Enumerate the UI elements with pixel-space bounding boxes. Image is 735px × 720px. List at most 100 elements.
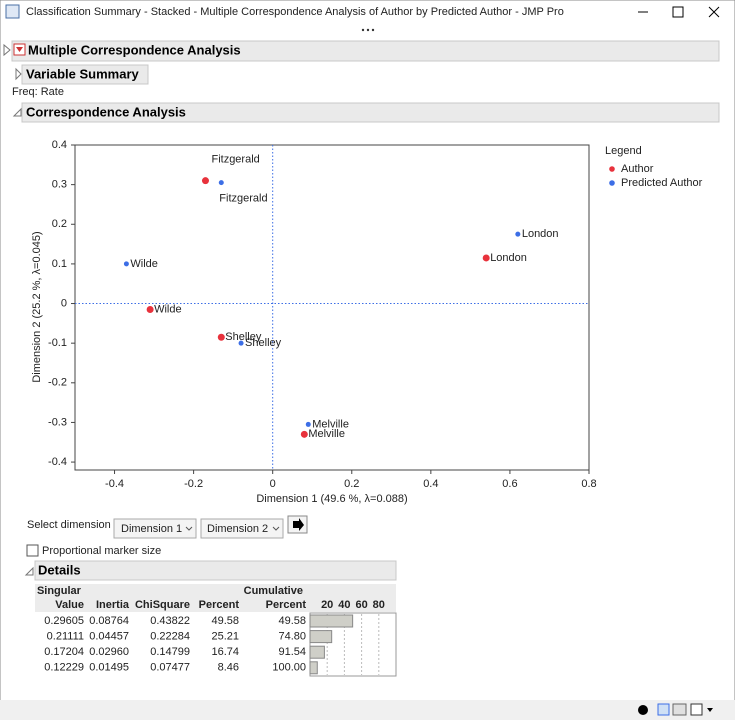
legend-title: Legend — [605, 145, 642, 157]
info-icon[interactable] — [638, 705, 648, 715]
point — [217, 333, 225, 341]
bar-tick-label: 60 — [355, 599, 367, 611]
point-label: London — [490, 252, 527, 264]
y-tick-label: 0.1 — [52, 258, 67, 270]
outline-toggle[interactable] — [12, 107, 22, 117]
point — [238, 340, 244, 346]
dropdown[interactable] — [200, 518, 284, 539]
checkbox-label: Proportional marker size — [42, 545, 161, 557]
point — [482, 254, 490, 262]
y-tick-label: -0.3 — [48, 416, 67, 428]
table-cell: 0.14799 — [150, 646, 190, 658]
bar-tick-label: 40 — [338, 599, 350, 611]
column-header: Singular Value — [37, 585, 84, 611]
table-cell: 8.46 — [218, 662, 239, 674]
freq-note: Freq: Rate — [12, 86, 64, 98]
section-title: Multiple Correspondence Analysis — [28, 42, 241, 57]
x-tick-label: 0.6 — [502, 478, 517, 490]
checkbox[interactable] — [26, 544, 39, 557]
point — [515, 231, 521, 237]
y-tick-label: 0.3 — [52, 179, 67, 191]
point — [218, 180, 224, 186]
x-tick-label: -0.2 — [184, 478, 203, 490]
dropdown-text: Dimension 1 — [121, 523, 182, 535]
dropdown[interactable] — [113, 518, 197, 539]
table-cell: 74.80 — [278, 631, 306, 643]
point — [300, 430, 308, 438]
go-button[interactable] — [287, 515, 308, 534]
x-tick-label: 0.8 — [581, 478, 596, 490]
home-icon[interactable] — [657, 703, 670, 716]
percent-bar — [309, 645, 325, 659]
point-label: Wilde — [130, 258, 158, 270]
x-tick-label: -0.4 — [105, 478, 124, 490]
table-cell: 0.04457 — [89, 631, 129, 643]
y-tick-label: 0 — [61, 297, 67, 309]
point-label: Shelley — [225, 331, 262, 343]
bar-tick-label: 80 — [373, 599, 385, 611]
outline-toggle[interactable] — [24, 566, 34, 576]
column-header: Inertia — [96, 599, 130, 611]
header-line: Cumulative — [244, 585, 306, 597]
more-dots[interactable] — [361, 28, 375, 32]
percent-bar — [309, 661, 318, 675]
column-header: Percent — [199, 599, 240, 611]
point-label: Wilde — [154, 303, 182, 315]
point-label: London — [522, 228, 559, 240]
point-label: Melville — [308, 428, 345, 440]
point — [305, 421, 311, 427]
point — [146, 305, 154, 313]
table-cell: 0.21111 — [47, 631, 84, 643]
table-cell: 0.02960 — [89, 646, 129, 658]
y-tick-label: 0.2 — [52, 218, 67, 230]
table-cell: 0.17204 — [44, 646, 84, 658]
table-cell: 16.74 — [211, 646, 239, 658]
table-cell: 91.54 — [278, 646, 306, 658]
point-label: Fitzgerald — [211, 154, 259, 166]
table-cell: 0.08764 — [89, 615, 129, 627]
table-cell: 0.29605 — [44, 615, 84, 627]
x-tick-label: 0.2 — [344, 478, 359, 490]
table-cell: 0.01495 — [89, 662, 129, 674]
outline-header — [21, 102, 720, 123]
column-header: Cumulative Percent — [244, 585, 307, 611]
window-list-icon[interactable] — [690, 703, 703, 716]
y-tick-label: -0.2 — [48, 377, 67, 389]
section-title: Correspondence Analysis — [26, 104, 186, 119]
column-header: ChiSquare — [135, 599, 190, 611]
outline-header — [11, 40, 720, 62]
table-cell: 49.58 — [211, 615, 239, 627]
x-axis-label: Dimension 1 (49.6 %, λ=0.088) — [256, 493, 407, 505]
app-icon — [5, 4, 20, 19]
header-line: Value — [55, 599, 84, 611]
bar-tick-label: 20 — [321, 599, 333, 611]
maximize-button[interactable] — [672, 6, 684, 18]
legend-marker — [609, 180, 615, 186]
point — [201, 177, 209, 185]
table-cell: 0.43822 — [150, 615, 190, 627]
close-button[interactable] — [708, 6, 720, 18]
outline-toggle[interactable] — [3, 43, 11, 57]
table-cell: 0.12229 — [44, 662, 84, 674]
plot-frame — [74, 144, 590, 471]
point-label: Melville — [312, 418, 349, 430]
y-axis-label: Dimension 2 (25.2 %, λ=0.045) — [31, 231, 43, 382]
section-title: Details — [38, 562, 81, 577]
point-label: Fitzgerald — [219, 193, 267, 205]
table-cell: 100.00 — [272, 662, 306, 674]
table-icon[interactable] — [672, 703, 687, 716]
window-title: Classification Summary - Stacked - Multi… — [26, 6, 564, 18]
percent-bar — [309, 614, 354, 628]
menu-arrow[interactable] — [707, 708, 713, 712]
x-tick-label: 0 — [270, 478, 276, 490]
table-cell: 0.22284 — [150, 631, 190, 643]
x-tick-label: 0.4 — [423, 478, 438, 490]
status-bar — [0, 700, 735, 720]
percent-bar — [309, 630, 333, 644]
outline-toggle[interactable] — [15, 67, 22, 81]
y-tick-label: -0.4 — [48, 456, 67, 468]
legend-label: Author — [621, 163, 654, 175]
y-tick-label: -0.1 — [48, 337, 67, 349]
